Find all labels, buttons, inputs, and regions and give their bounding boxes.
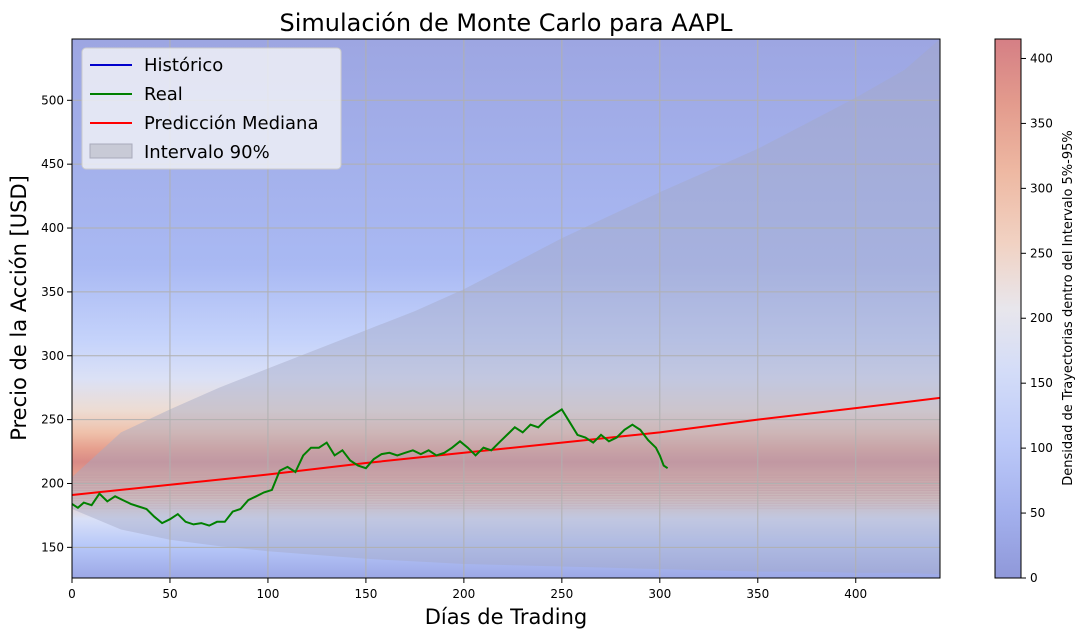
colorbar-tick-label: 0 (1030, 571, 1038, 585)
heatmap-row (72, 479, 940, 481)
x-tick-label: 50 (162, 587, 177, 601)
y-tick-label: 500 (41, 93, 64, 107)
median-prediction-line (72, 396, 940, 496)
legend-label-mediana: Predicción Mediana (144, 113, 318, 134)
heatmap-row (72, 487, 940, 489)
colorbar: 0 50 100 150 200 250 300 350 400 Densidad de Tra… (994, 38, 1076, 585)
y-tick-label: 450 (41, 157, 64, 171)
heatmap-row (72, 502, 940, 504)
y-tick-label: 300 (41, 349, 64, 363)
x-axis-label: Días de Trading (425, 605, 587, 629)
colorbar-tick-label: 400 (1030, 51, 1053, 65)
y-axis-label: Precio de la Acción [USD] (7, 175, 31, 441)
legend: Histórico Real Predicción Mediana Interv… (81, 47, 342, 170)
colorbar-tick-label: 150 (1030, 376, 1053, 390)
heatmap-row (72, 477, 940, 479)
heatmap-row (72, 505, 940, 507)
colorbar-tick-label: 350 (1030, 116, 1053, 130)
heatmap-row (72, 494, 940, 497)
heatmap-row (72, 489, 940, 492)
heatmap-row (72, 497, 940, 499)
x-tick-label: 350 (746, 587, 769, 601)
heatmap-row (72, 482, 940, 484)
x-axis: 0 50 100 150 200 250 300 350 400 (68, 578, 867, 601)
interval-90-band (72, 39, 940, 575)
legend-label-intervalo: Intervalo 90% (144, 142, 270, 163)
y-tick-label: 250 (41, 413, 64, 427)
plot-frame (71, 38, 941, 579)
heatmap-row (72, 492, 940, 494)
legend-label-real: Real (144, 84, 183, 105)
heatmap-row (72, 500, 940, 502)
heatmap-row (72, 507, 940, 510)
x-tick-label: 200 (452, 587, 475, 601)
chart-title: Simulación de Monte Carlo para AAPL (279, 9, 733, 37)
real-price-line (72, 408, 669, 527)
colorbar-gradient (994, 38, 1022, 579)
heatmap-rows (72, 474, 940, 510)
colorbar-label: Densidad de Trayectorias dentro del Inte… (1061, 130, 1076, 485)
heatmap-row (72, 474, 940, 476)
y-axis: 150 200 250 300 350 400 450 500 (41, 93, 72, 554)
colorbar-tick-label: 50 (1030, 506, 1045, 520)
y-tick-label: 400 (41, 221, 64, 235)
legend-label-historico: Histórico (144, 55, 223, 76)
legend-swatch-intervalo (89, 143, 133, 159)
x-tick-label: 150 (354, 587, 377, 601)
x-tick-label: 100 (256, 587, 279, 601)
x-tick-label: 0 (68, 587, 76, 601)
y-tick-label: 200 (41, 476, 64, 490)
heatmap-row (72, 484, 940, 487)
colorbar-tick-label: 200 (1030, 311, 1053, 325)
plot-area (71, 38, 941, 579)
x-tick-label: 400 (844, 587, 867, 601)
colorbar-ticks: 0 50 100 150 200 250 300 350 400 (1021, 51, 1053, 585)
x-tick-label: 250 (550, 587, 573, 601)
colorbar-tick-label: 100 (1030, 441, 1053, 455)
y-tick-label: 350 (41, 285, 64, 299)
legend-box (81, 47, 342, 170)
y-tick-label: 150 (41, 540, 64, 554)
colorbar-tick-label: 250 (1030, 246, 1053, 260)
x-tick-label: 300 (648, 587, 671, 601)
colorbar-tick-label: 300 (1030, 181, 1053, 195)
